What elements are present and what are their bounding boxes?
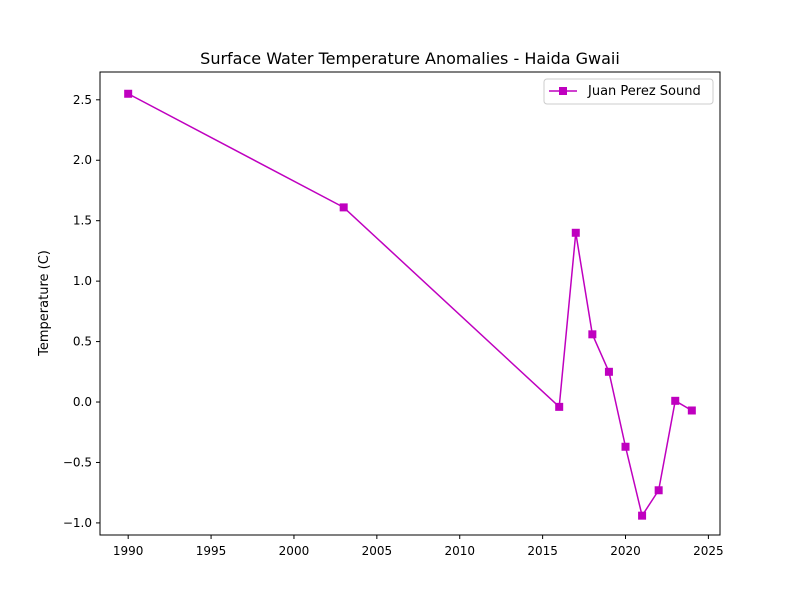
x-axis-ticks: 1990 1995 2000 2005 2010 2015 2020 2025 [113, 535, 724, 558]
data-point-marker [654, 486, 663, 495]
y-tick-label: 0.5 [73, 335, 92, 349]
y-axis-label: Temperature (C) [37, 250, 52, 357]
data-point-marker [621, 442, 630, 451]
legend-marker-swatch [559, 87, 567, 95]
y-tick-label: 2.0 [73, 153, 92, 167]
legend-box [543, 78, 714, 105]
series-line [127, 93, 693, 517]
x-tick-label: 2000 [279, 544, 310, 558]
plot-area-frame [99, 71, 721, 536]
x-tick-label: 2015 [527, 544, 558, 558]
x-tick-label: 2020 [610, 544, 641, 558]
legend: Juan Perez Sound [543, 78, 714, 105]
data-point-marker [124, 89, 133, 98]
x-tick-label: 1995 [196, 544, 227, 558]
data-point-marker [687, 406, 696, 415]
y-tick-label: 1.5 [73, 214, 92, 228]
y-tick-label: 1.0 [73, 274, 92, 288]
data-point-marker [339, 203, 348, 212]
data-point-marker [638, 511, 647, 520]
y-tick-label: −1.0 [63, 516, 92, 530]
legend-label: Juan Perez Sound [587, 84, 701, 99]
data-point-marker [588, 330, 597, 339]
data-point-marker [604, 367, 613, 376]
series-layer [124, 89, 696, 520]
y-axis-ticks: −1.0 −0.5 0.0 0.5 1.0 1.5 2.0 2.5 [63, 93, 100, 530]
x-tick-label: 1990 [113, 544, 144, 558]
data-point-marker [571, 228, 580, 237]
y-tick-label: −0.5 [63, 455, 92, 469]
y-tick-label: 2.5 [73, 93, 92, 107]
data-point-marker [555, 402, 564, 411]
y-tick-label: 0.0 [73, 395, 92, 409]
x-tick-label: 2005 [362, 544, 393, 558]
chart-title: Surface Water Temperature Anomalies - Ha… [200, 49, 620, 68]
x-tick-label: 2010 [444, 544, 475, 558]
x-tick-label: 2025 [693, 544, 724, 558]
data-point-marker [671, 396, 680, 405]
